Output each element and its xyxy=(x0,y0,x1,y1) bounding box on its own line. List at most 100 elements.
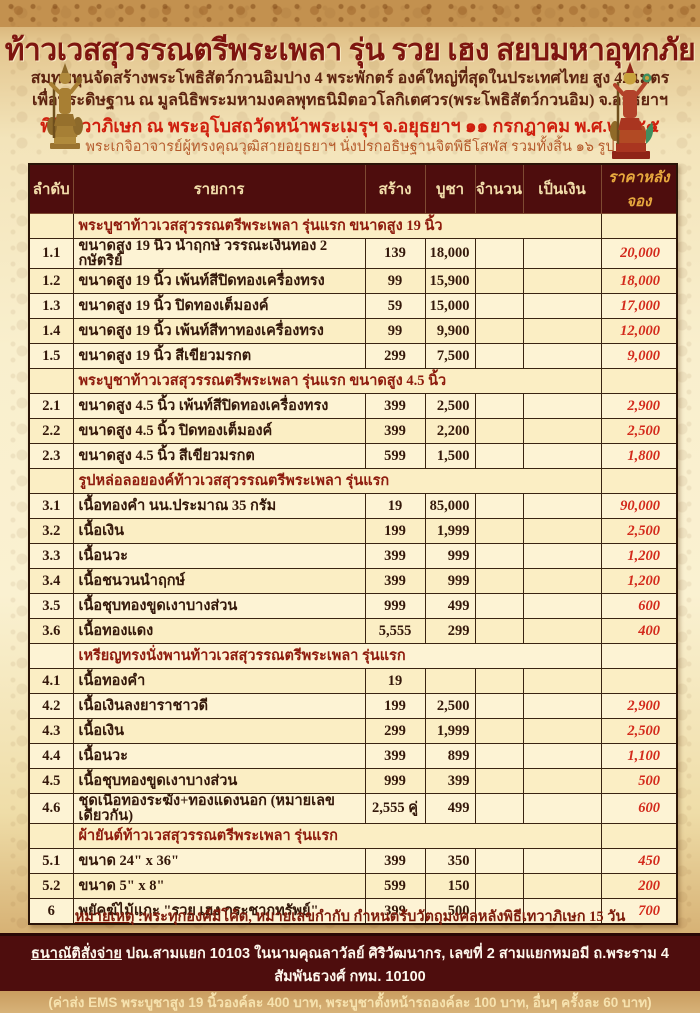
section-no-cell xyxy=(28,213,74,239)
item-no: 2.3 xyxy=(28,443,74,469)
column-header-3: บูชา xyxy=(424,163,476,214)
item-price: 150 xyxy=(424,873,476,899)
item-row: 3.6 เนื้อทองแดง 5,555 299 400 xyxy=(28,618,678,644)
item-price-after-booking: 600 xyxy=(600,793,678,824)
item-row: 3.3 เนื้อนวะ 399 999 1,200 xyxy=(28,543,678,569)
item-made-count: 5,555 xyxy=(364,618,426,644)
item-row: 4.6 ชุดเนื้อทองระฆัง+ทองแดงนอก (หมายเลขเด… xyxy=(28,793,678,824)
item-price: 299 xyxy=(424,618,476,644)
column-header-0: ลำดับ xyxy=(28,163,74,214)
item-price-after-booking: 2,900 xyxy=(600,693,678,719)
item-row: 2.1 ขนาดสูง 4.5 นิ้ว เพ้นท์สีปิดทองเครื่อ… xyxy=(28,393,678,419)
section-after-cell xyxy=(600,368,678,394)
item-row: 4.4 เนื้อนวะ 399 899 1,100 xyxy=(28,743,678,769)
item-description: เนื้อชุบทองขูดเงาบางส่วน xyxy=(72,593,366,619)
item-price xyxy=(424,668,476,694)
item-no: 3.1 xyxy=(28,493,74,519)
item-made-count: 399 xyxy=(364,418,426,444)
item-price: 7,500 xyxy=(424,343,476,369)
item-amount-blank xyxy=(522,343,602,369)
price-table: ลำดับ รายการ สร้าง บูชา จำนวน เป็นเงิน ราคาหลั… xyxy=(28,163,678,925)
item-price-after-booking: 18,000 xyxy=(600,268,678,294)
item-quantity-blank xyxy=(474,793,524,824)
section-row: พระบูชาท้าวเวสสุวรรณตรีพระเพลา รุ่นแรก ข… xyxy=(28,213,678,239)
item-no: 4.5 xyxy=(28,768,74,794)
item-row: 4.1 เนื้อทองคำ 19 xyxy=(28,668,678,694)
item-made-count: 399 xyxy=(364,848,426,874)
item-price: 15,900 xyxy=(424,268,476,294)
item-description: เนื้อนวะ xyxy=(72,743,366,769)
section-after-cell xyxy=(600,468,678,494)
item-price-after-booking: 500 xyxy=(600,768,678,794)
section-after-cell xyxy=(600,823,678,849)
item-made-count: 199 xyxy=(364,693,426,719)
subtitle-line-2: เพื่อประดิษฐาน ณ มูลนิธิพระมหามงคลพุทธนิ… xyxy=(32,92,668,109)
section-no-cell xyxy=(28,368,74,394)
item-amount-blank xyxy=(522,718,602,744)
item-no: 3.5 xyxy=(28,593,74,619)
section-label: เหรียญทรงนั่งพานท้าวเวสสุวรรณตรีพระเพลา … xyxy=(72,643,602,669)
top-ornament-band xyxy=(0,0,700,27)
item-quantity-blank xyxy=(474,293,524,319)
item-price: 15,000 xyxy=(424,293,476,319)
item-made-count: 199 xyxy=(364,518,426,544)
section-label: พระบูชาท้าวเวสสุวรรณตรีพระเพลา รุ่นแรก ข… xyxy=(72,213,602,239)
item-price: 18,000 xyxy=(424,238,476,269)
item-row: 1.2 ขนาดสูง 19 นิ้ว เพ้นท์สีปิดทองเครื่อง… xyxy=(28,268,678,294)
item-amount-blank xyxy=(522,693,602,719)
item-made-count: 399 xyxy=(364,568,426,594)
item-amount-blank xyxy=(522,848,602,874)
item-amount-blank xyxy=(522,293,602,319)
item-no: 4.1 xyxy=(28,668,74,694)
column-header-1: รายการ xyxy=(72,163,366,214)
item-price: 499 xyxy=(424,593,476,619)
item-price-after-booking: 700 xyxy=(600,898,678,924)
item-price: 1,999 xyxy=(424,518,476,544)
item-quantity-blank xyxy=(474,443,524,469)
item-description: ขนาดสูง 4.5 นิ้ว เพ้นท์สีปิดทองเครื่องทร… xyxy=(72,393,366,419)
item-description: พยัคฆ์ไม้แกะ "รวย เฮง กระชากทรัพย์" xyxy=(72,898,366,924)
item-made-count: 2,555 คู่ xyxy=(364,793,426,824)
item-price-after-booking: 1,800 xyxy=(600,443,678,469)
item-row: 1.4 ขนาดสูง 19 นิ้ว เพ้นท์สีทาทองเครื่องท… xyxy=(28,318,678,344)
item-row: 3.4 เนื้อชนวนนำฤกษ์ 399 999 1,200 xyxy=(28,568,678,594)
item-made-count: 19 xyxy=(364,493,426,519)
item-description: เนื้อชุบทองขูดเงาบางส่วน xyxy=(72,768,366,794)
item-price: 1,999 xyxy=(424,718,476,744)
item-description: ขนาดสูง 19 นิ้ว สีเขียวมรกต xyxy=(72,343,366,369)
item-made-count: 399 xyxy=(364,393,426,419)
item-made-count: 599 xyxy=(364,443,426,469)
item-quantity-blank xyxy=(474,668,524,694)
item-quantity-blank xyxy=(474,493,524,519)
item-amount-blank xyxy=(522,618,602,644)
item-price-after-booking: 1,100 xyxy=(600,743,678,769)
deity-statue-left-icon xyxy=(40,60,90,157)
item-no: 1.3 xyxy=(28,293,74,319)
item-amount-blank xyxy=(522,593,602,619)
item-row: 1.1 ขนาดสูง 19 นิ้ว นำฤกษ์ วรรณะเงินทอง 2… xyxy=(28,238,678,269)
item-quantity-blank xyxy=(474,268,524,294)
item-price-after-booking: 90,000 xyxy=(600,493,678,519)
item-amount-blank xyxy=(522,393,602,419)
item-description: ชุดเนื้อทองระฆัง+ทองแดงนอก (หมายเลขเดียว… xyxy=(72,793,366,824)
item-row: 1.5 ขนาดสูง 19 นิ้ว สีเขียวมรกต 299 7,500 9,… xyxy=(28,343,678,369)
price-table-wrap: ลำดับ รายการ สร้าง บูชา จำนวน เป็นเงิน ราคาหลั… xyxy=(28,163,678,925)
section-label: ผ้ายันต์ท้าวเวสสุวรรณตรีพระเพลา รุ่นแรก xyxy=(72,823,602,849)
footer-payment-text: ปณ.สามแยก 10103 ในนามคุณลาวัลย์ ศิริวัฒน… xyxy=(121,946,669,985)
item-description: เนื้อชนวนนำฤกษ์ xyxy=(72,568,366,594)
item-no: 3.2 xyxy=(28,518,74,544)
item-amount-blank xyxy=(522,443,602,469)
item-price-after-booking: 9,000 xyxy=(600,343,678,369)
item-description: เนื้อทองแดง xyxy=(72,618,366,644)
item-quantity-blank xyxy=(474,238,524,269)
item-no: 3.3 xyxy=(28,543,74,569)
price-table-header: ลำดับ รายการ สร้าง บูชา จำนวน เป็นเงิน ราคาหลั… xyxy=(28,163,678,214)
item-row: 4.5 เนื้อชุบทองขูดเงาบางส่วน 999 399 500 xyxy=(28,768,678,794)
item-no: 2.2 xyxy=(28,418,74,444)
item-quantity-blank xyxy=(474,593,524,619)
ceremony-line: พิธีเทวาภิเษก ณ พระอุโบสถวัดหน้าพระเมรุฯ… xyxy=(40,116,660,136)
item-amount-blank xyxy=(522,898,602,924)
item-price-after-booking: 12,000 xyxy=(600,318,678,344)
item-made-count: 599 xyxy=(364,873,426,899)
item-price-after-booking: 450 xyxy=(600,848,678,874)
